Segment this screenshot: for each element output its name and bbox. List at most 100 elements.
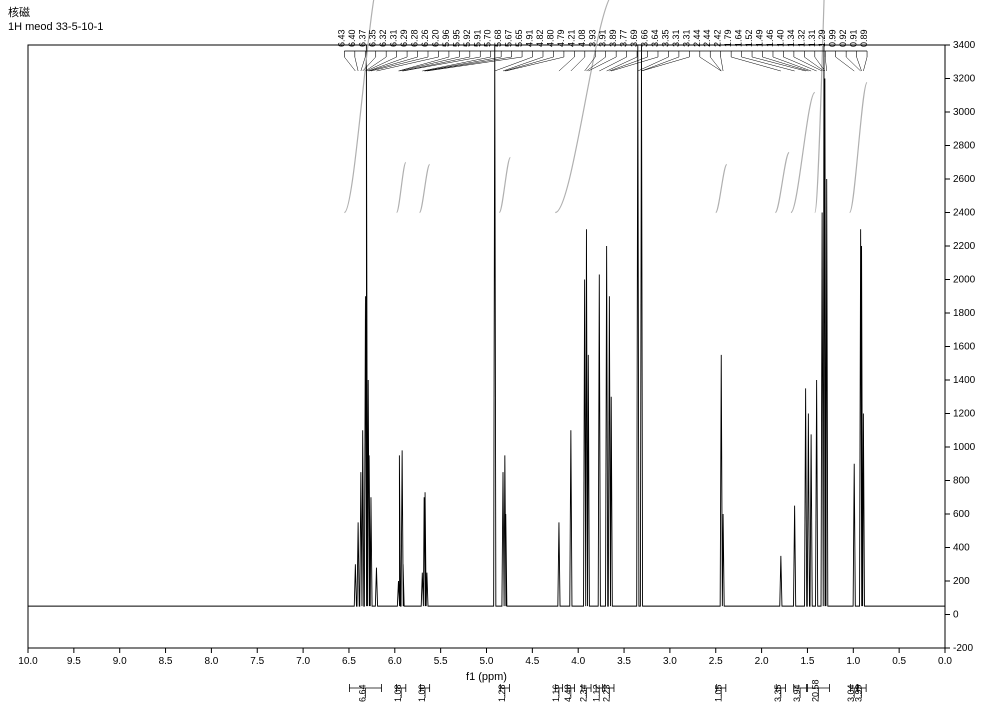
peak-label: 1.46 [765,29,775,47]
peak-label-leader [804,57,824,71]
y-tick-label: 3400 [953,40,976,51]
x-tick-label: 8.5 [159,656,173,667]
x-tick-label: 1.5 [800,656,814,667]
peak-label: 6.32 [378,29,388,47]
spectrum-trace [28,45,945,606]
peak-label: 5.95 [451,29,461,47]
header-line-2: 1H meod 33-5-10-1 [8,21,103,33]
peak-label: 6.29 [399,29,409,47]
integral-value: 1.00 [417,684,427,702]
peak-label-leader [586,57,605,71]
peak-label-leader [815,57,825,71]
peak-label-leader [863,57,867,71]
peak-label: 1.52 [744,29,754,47]
peak-label: 0.91 [849,29,859,47]
peak-label-leader [369,57,417,71]
peak-label: 0.89 [859,29,869,47]
y-tick-label: 2200 [953,241,976,252]
peak-label: 2.42 [713,29,723,47]
x-tick-label: 9.0 [113,656,127,667]
integral-value: 1.16 [551,684,561,702]
integral-value: 3.94 [792,684,802,702]
peak-label: 4.79 [556,29,566,47]
peak-label: 4.80 [545,29,555,47]
y-tick-label: 400 [953,543,970,554]
integral-value: 20.58 [810,679,820,702]
peak-label: 4.21 [566,29,576,47]
peak-label-leader [731,57,781,71]
integral-value: 2.23 [601,684,611,702]
peak-label: 2.44 [692,29,702,47]
x-tick-label: 4.5 [525,656,539,667]
integral-curve [499,158,510,213]
peak-label: 6.28 [410,29,420,47]
integral-value: 1.28 [497,684,507,702]
peak-label: 5.96 [441,29,451,47]
peak-label-leader [599,57,626,71]
peak-label-leader [846,57,860,71]
integral-value: 1.05 [713,684,723,702]
y-tick-label: 800 [953,476,970,487]
peak-label: 6.20 [430,29,440,47]
peak-label: 3.93 [587,29,597,47]
peak-label: 6.31 [389,29,399,47]
integral-value: 2.34 [578,684,588,702]
peak-label-leader [571,57,585,71]
peak-label: 6.37 [357,29,367,47]
peak-label-leader [783,57,816,71]
peak-label-leader [742,57,795,71]
y-tick-label: -200 [953,643,973,654]
x-tick-label: 6.5 [342,656,356,667]
x-tick-label: 3.0 [663,656,677,667]
peak-label: 3.69 [629,29,639,47]
peak-label-leader [700,57,721,71]
peak-label-leader [366,57,396,71]
peak-label-leader [641,57,678,71]
peak-label-leader [344,57,355,71]
peak-label-leader [836,57,855,71]
peak-label-leader [585,57,596,71]
peak-label: 6.43 [336,29,346,47]
y-tick-label: 3000 [953,107,976,118]
y-tick-label: 1200 [953,409,976,420]
y-tick-label: 200 [953,576,970,587]
peak-label-leader [355,57,358,71]
y-tick-label: 2800 [953,141,976,152]
peak-label: 3.66 [640,29,650,47]
x-tick-label: 7.5 [250,656,264,667]
peak-label: 5.70 [483,29,493,47]
integral-value: 4.48 [563,684,573,702]
integral-curve [791,93,815,213]
peak-label: 6.26 [420,29,430,47]
peak-label: 5.91 [472,29,482,47]
y-tick-label: 1800 [953,308,976,319]
peak-label: 1.49 [755,29,765,47]
peak-label: 5.65 [514,29,524,47]
y-tick-label: 600 [953,509,970,520]
peak-label: 0.99 [828,29,838,47]
peak-label: 3.89 [608,29,618,47]
nmr-spectrum: -200020040060080010001200140016001800200… [0,0,1000,723]
peak-label-leader [611,57,658,71]
x-tick-label: 9.5 [67,656,81,667]
integral-curve [716,165,727,213]
peak-label: 4.08 [577,29,587,47]
integral-value: 1.08 [393,684,403,702]
peak-label: 4.91 [525,29,535,47]
peak-label: 1.32 [796,29,806,47]
peak-label-leader [559,57,574,71]
peak-label: 1.79 [723,29,733,47]
x-tick-label: 1.0 [846,656,860,667]
peak-label: 3.35 [660,29,670,47]
integral-curve [420,165,430,213]
integral-curve [775,153,789,213]
peak-label-leader [710,57,721,71]
peak-label: 2.44 [702,29,712,47]
peak-label: 5.67 [504,29,514,47]
y-tick-label: 1400 [953,375,976,386]
peak-label: 5.68 [493,29,503,47]
x-tick-label: 0.0 [938,656,952,667]
x-axis-label: f1 (ppm) [466,671,507,683]
integral-value: 3.35 [773,684,783,702]
peak-label: 6.35 [368,29,378,47]
